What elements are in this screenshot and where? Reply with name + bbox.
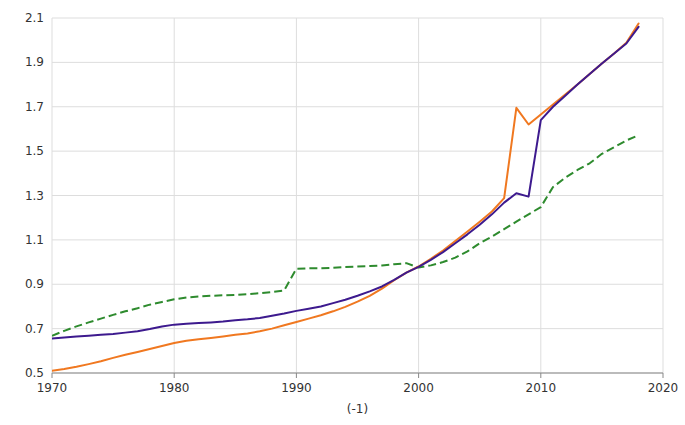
x-grid-line (52, 18, 53, 373)
lines (52, 24, 639, 371)
x-tick (296, 373, 297, 378)
x-grid-line (540, 18, 541, 373)
x-tick (418, 373, 419, 378)
y-tick-label: 1.1 (25, 233, 44, 247)
series-line (52, 135, 639, 336)
y-grid-line (52, 106, 663, 107)
x-tick (52, 373, 53, 378)
y-tick-label: 1.3 (25, 189, 44, 203)
x-grid-line (296, 18, 297, 373)
y-tick-label: 0.7 (25, 322, 44, 336)
x-tick-label: 2010 (526, 381, 557, 395)
y-grid-line (52, 18, 663, 19)
x-axis-label: (-1) (347, 402, 368, 416)
x-tick (663, 373, 664, 378)
x-grid-line (663, 18, 664, 373)
x-axis-line (52, 373, 663, 374)
y-tick-label: 1.7 (25, 100, 44, 114)
x-tick (174, 373, 175, 378)
x-tick-label: 1970 (37, 381, 68, 395)
x-tick-label: 2020 (648, 381, 679, 395)
y-grid-line (52, 284, 663, 285)
y-grid-line (52, 328, 663, 329)
series-line (52, 24, 639, 371)
x-grid-line (418, 18, 419, 373)
x-tick-label: 2000 (403, 381, 434, 395)
chart-container: 0.5 0.7 0.9 1.1 1.3 1.5 1.7 1.9 2.1 1970 1980 1990 2… (0, 0, 685, 425)
x-grid-line (174, 18, 175, 373)
y-grid-line (52, 239, 663, 240)
y-tick-label: 1.9 (25, 55, 44, 69)
background (0, 0, 685, 425)
y-tick-label: 2.1 (25, 11, 44, 25)
y-grid-line (52, 373, 663, 374)
chart: 0.5 0.7 0.9 1.1 1.3 1.5 1.7 1.9 2.1 1970 1980 1990 2… (0, 0, 685, 425)
y-tick-label: 0.5 (25, 366, 44, 380)
y-tick-label: 1.5 (25, 144, 44, 158)
y-grid-line (52, 195, 663, 196)
x-tick-label: 1980 (159, 381, 190, 395)
y-tick-label: 0.9 (25, 277, 44, 291)
axes: 0.5 0.7 0.9 1.1 1.3 1.5 1.7 1.9 2.1 1970 1980 1990 2… (25, 11, 678, 416)
x-tick (540, 373, 541, 378)
y-grid-line (52, 62, 663, 63)
y-grid-line (52, 151, 663, 152)
grid (52, 18, 663, 373)
series-line (52, 27, 639, 339)
x-tick-label: 1990 (281, 381, 312, 395)
